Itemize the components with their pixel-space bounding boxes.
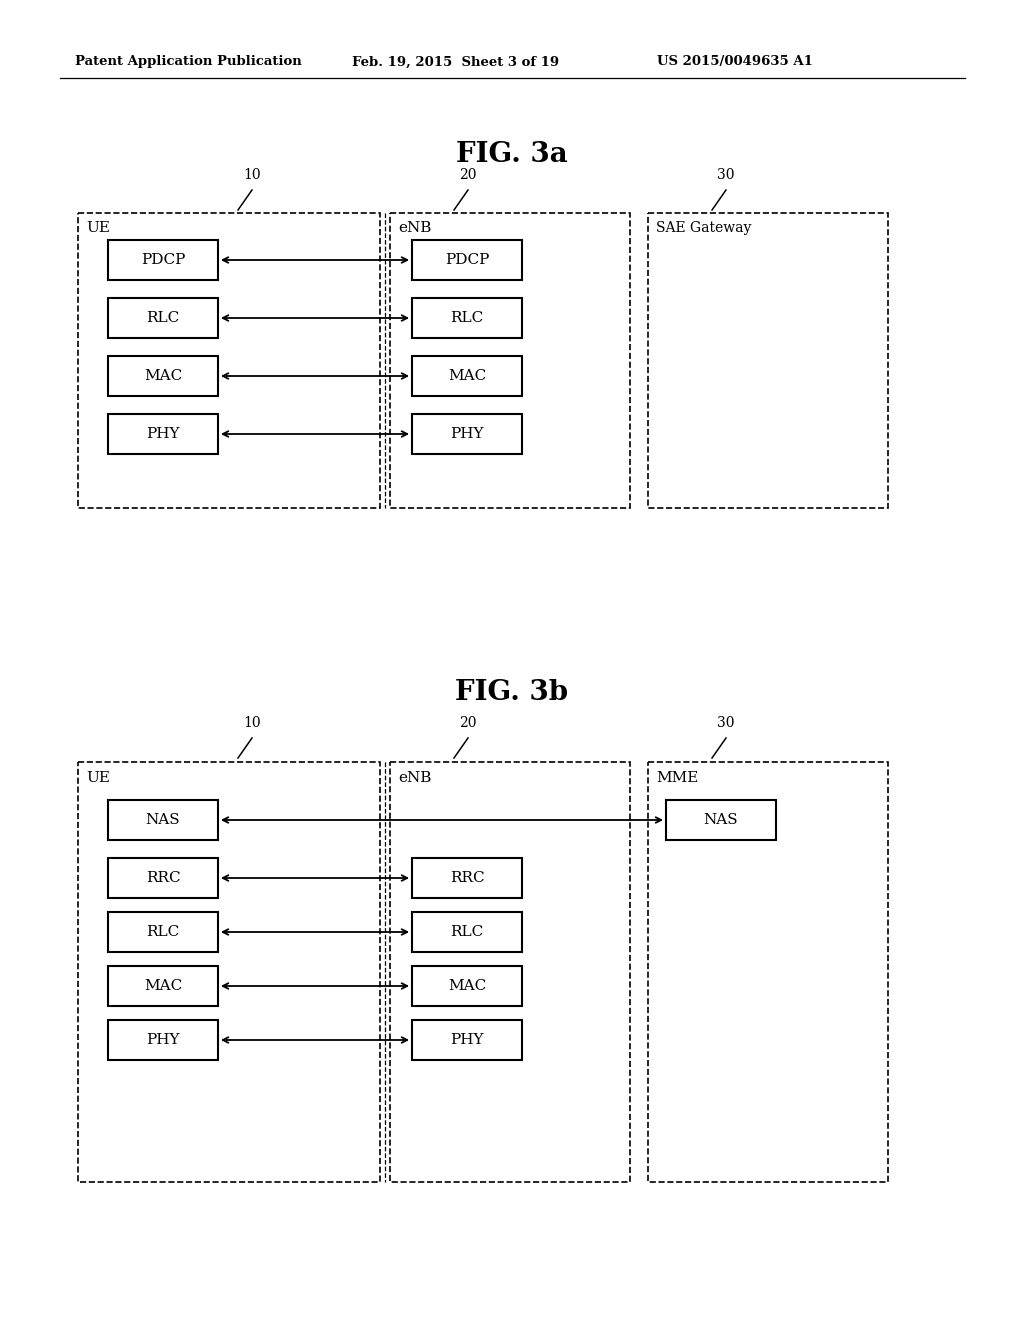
Bar: [108, 800, 218, 840]
Text: eNB: eNB: [398, 771, 431, 785]
Text: Feb. 19, 2015  Sheet 3 of 19: Feb. 19, 2015 Sheet 3 of 19: [352, 55, 559, 69]
Bar: [390, 213, 630, 508]
Bar: [412, 414, 522, 454]
Text: 10: 10: [243, 715, 261, 730]
Text: RLC: RLC: [451, 925, 483, 939]
Bar: [108, 356, 218, 396]
Bar: [108, 1020, 218, 1060]
Text: PHY: PHY: [146, 1034, 180, 1047]
Bar: [666, 800, 776, 840]
Text: MME: MME: [656, 771, 698, 785]
Text: 30: 30: [717, 168, 735, 182]
Text: US 2015/0049635 A1: US 2015/0049635 A1: [657, 55, 813, 69]
Text: PHY: PHY: [451, 426, 483, 441]
Bar: [108, 240, 218, 280]
Text: RLC: RLC: [451, 312, 483, 325]
Bar: [108, 858, 218, 898]
Text: FIG. 3b: FIG. 3b: [456, 678, 568, 705]
Bar: [390, 762, 630, 1181]
Text: RLC: RLC: [146, 312, 179, 325]
Bar: [78, 213, 380, 508]
Text: MAC: MAC: [447, 979, 486, 993]
Text: NAS: NAS: [145, 813, 180, 828]
Text: eNB: eNB: [398, 220, 431, 235]
Bar: [412, 356, 522, 396]
Bar: [412, 298, 522, 338]
Bar: [412, 1020, 522, 1060]
Bar: [648, 762, 888, 1181]
Text: RRC: RRC: [450, 871, 484, 884]
Bar: [108, 414, 218, 454]
Text: PHY: PHY: [451, 1034, 483, 1047]
Text: RRC: RRC: [145, 871, 180, 884]
Text: 20: 20: [459, 168, 477, 182]
Bar: [648, 213, 888, 508]
Bar: [412, 966, 522, 1006]
Text: PHY: PHY: [146, 426, 180, 441]
Text: Patent Application Publication: Patent Application Publication: [75, 55, 302, 69]
Text: 20: 20: [459, 715, 477, 730]
Text: 30: 30: [717, 715, 735, 730]
Bar: [78, 762, 380, 1181]
Bar: [412, 858, 522, 898]
Text: 10: 10: [243, 168, 261, 182]
Text: NAS: NAS: [703, 813, 738, 828]
Text: MAC: MAC: [144, 370, 182, 383]
Text: MAC: MAC: [447, 370, 486, 383]
Bar: [412, 912, 522, 952]
Bar: [108, 912, 218, 952]
Text: SAE Gateway: SAE Gateway: [656, 220, 752, 235]
Text: FIG. 3a: FIG. 3a: [456, 141, 568, 169]
Text: RLC: RLC: [146, 925, 179, 939]
Text: UE: UE: [86, 771, 110, 785]
Bar: [108, 966, 218, 1006]
Bar: [108, 298, 218, 338]
Text: MAC: MAC: [144, 979, 182, 993]
Text: UE: UE: [86, 220, 110, 235]
Text: PDCP: PDCP: [444, 253, 489, 267]
Text: PDCP: PDCP: [141, 253, 185, 267]
Bar: [412, 240, 522, 280]
